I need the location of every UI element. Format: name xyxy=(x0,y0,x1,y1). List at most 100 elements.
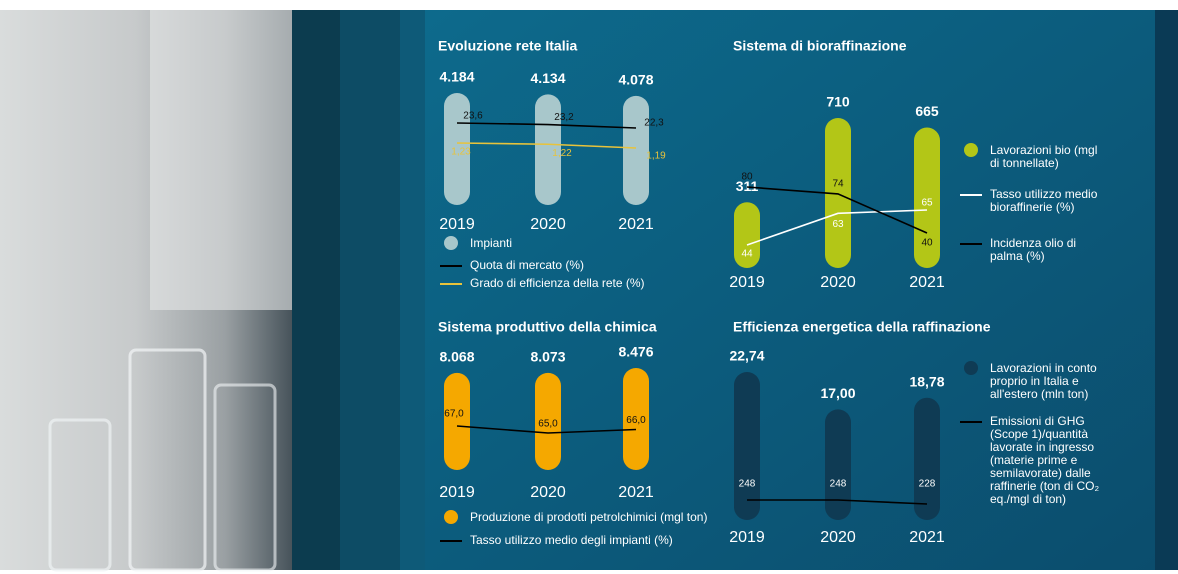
legend-swatch xyxy=(440,534,462,547)
legend-label: Quota di mercato (%) xyxy=(470,258,585,272)
legend-label: Incidenza olio di palma (%) xyxy=(990,236,1077,263)
legend-label: Emissioni di GHG (Scope 1)/quantità lavo… xyxy=(990,414,1100,506)
bar-value-label: 17,00 xyxy=(820,385,855,401)
legend-swatch xyxy=(960,237,982,250)
photo-coat xyxy=(150,10,300,310)
bar xyxy=(444,372,470,470)
legend-item: Emissioni di GHG (Scope 1)/quantità lavo… xyxy=(960,415,1110,506)
bar-value-label: 18,78 xyxy=(909,373,944,389)
x-tick-label: 2019 xyxy=(729,529,765,546)
legend-swatch xyxy=(440,236,462,250)
point-label: 74 xyxy=(832,179,844,190)
legend-swatch xyxy=(440,510,462,524)
legend-label: Tasso utilizzo medio degli impianti (%) xyxy=(470,533,673,547)
point-label: 80 xyxy=(741,172,753,183)
photo-glass xyxy=(128,348,207,572)
point-label: 67,0 xyxy=(444,409,464,420)
point-label: 65,0 xyxy=(538,419,558,430)
x-tick-label: 2020 xyxy=(820,274,856,291)
bar xyxy=(535,372,561,470)
point-label: 63 xyxy=(832,219,844,230)
bar-value-label: 22,74 xyxy=(729,348,764,364)
bar xyxy=(914,397,940,520)
point-label: 1,22 xyxy=(552,148,572,159)
x-tick-label: 2019 xyxy=(729,274,765,291)
point-label: 1,19 xyxy=(646,151,666,162)
chart-title: Sistema di bioraffinazione xyxy=(733,38,907,54)
bar xyxy=(734,202,760,268)
point-label: 40 xyxy=(921,238,933,249)
legend-label: Tasso utilizzo medio bioraffinerie (%) xyxy=(990,187,1098,214)
x-tick-label: 2020 xyxy=(820,529,856,546)
legend-item: Tasso utilizzo medio bioraffinerie (%) xyxy=(960,188,1110,214)
bar-value-label: 8.073 xyxy=(530,349,565,365)
stripe xyxy=(340,10,400,570)
legend-item: Grado di efficienza della rete (%) xyxy=(440,277,690,290)
legend-swatch xyxy=(960,143,982,157)
x-tick-label: 2020 xyxy=(530,216,566,233)
legend-item: Lavorazioni in conto proprio in Italia e… xyxy=(960,361,1110,401)
point-label: 228 xyxy=(919,479,936,490)
photo-glass xyxy=(213,383,277,572)
stripe xyxy=(292,10,340,570)
legend-label: Grado di efficienza della rete (%) xyxy=(470,276,645,290)
point-label: 23,2 xyxy=(554,112,574,123)
bar xyxy=(623,95,649,205)
bar-value-label: 710 xyxy=(826,94,850,110)
stripe xyxy=(1155,10,1178,570)
x-tick-label: 2020 xyxy=(530,484,566,501)
bar xyxy=(535,94,561,205)
x-tick-label: 2021 xyxy=(618,484,654,501)
legend-swatch xyxy=(960,188,982,201)
legend-label: Lavorazioni bio (mgl di tonnellate) xyxy=(990,143,1098,170)
line xyxy=(746,186,928,234)
x-tick-label: 2021 xyxy=(618,216,654,233)
bar-value-label: 4.078 xyxy=(618,72,653,88)
legend-item: Quota di mercato (%) xyxy=(440,259,690,272)
x-tick-label: 2021 xyxy=(909,529,945,546)
legend-label: Impianti xyxy=(470,236,513,250)
bar-value-label: 8.068 xyxy=(439,349,474,365)
point-label: 248 xyxy=(830,479,847,490)
chart-title: Evoluzione rete Italia xyxy=(438,38,577,54)
bar-value-label: 4.184 xyxy=(439,69,474,85)
chart-title: Efficienza energetica della raffinazione xyxy=(733,319,991,335)
line xyxy=(456,122,637,129)
point-label: 23,6 xyxy=(463,111,483,122)
bar-value-label: 311 xyxy=(736,178,759,194)
line xyxy=(747,499,928,505)
bar-value-label: 4.134 xyxy=(530,70,565,86)
x-tick-label: 2019 xyxy=(439,216,475,233)
bar xyxy=(734,372,760,520)
stripe xyxy=(400,10,425,570)
legend-label: Produzione di prodotti petrolchimici (mg… xyxy=(470,510,708,524)
point-label: 22,3 xyxy=(644,118,664,129)
line xyxy=(456,142,637,149)
legend-item: Tasso utilizzo medio degli impianti (%) xyxy=(440,534,730,547)
legend-item: Lavorazioni bio (mgl di tonnellate) xyxy=(960,143,1110,170)
legend-swatch xyxy=(440,277,462,290)
bar xyxy=(825,118,851,268)
bar-value-label: 8.476 xyxy=(618,344,653,360)
point-label: 248 xyxy=(739,479,756,490)
point-label: 1,23 xyxy=(451,147,471,158)
legend-label: Lavorazioni in conto proprio in Italia e… xyxy=(990,361,1097,401)
line xyxy=(456,425,637,434)
chart-title: Sistema produttivo della chimica xyxy=(438,319,657,335)
legend-swatch xyxy=(440,259,462,272)
photo-glass xyxy=(48,418,112,572)
point-label: 44 xyxy=(741,249,753,260)
bar xyxy=(825,409,851,520)
point-label: 66,0 xyxy=(626,415,646,426)
x-tick-label: 2021 xyxy=(909,274,945,291)
legend-item: Incidenza olio di palma (%) xyxy=(960,237,1110,263)
line xyxy=(746,209,928,246)
legend-swatch xyxy=(960,361,982,375)
bar xyxy=(623,368,649,470)
legend-swatch xyxy=(960,415,982,428)
legend-item: Produzione di prodotti petrolchimici (mg… xyxy=(440,510,730,524)
x-tick-label: 2019 xyxy=(439,484,475,501)
bar-value-label: 665 xyxy=(915,103,939,119)
